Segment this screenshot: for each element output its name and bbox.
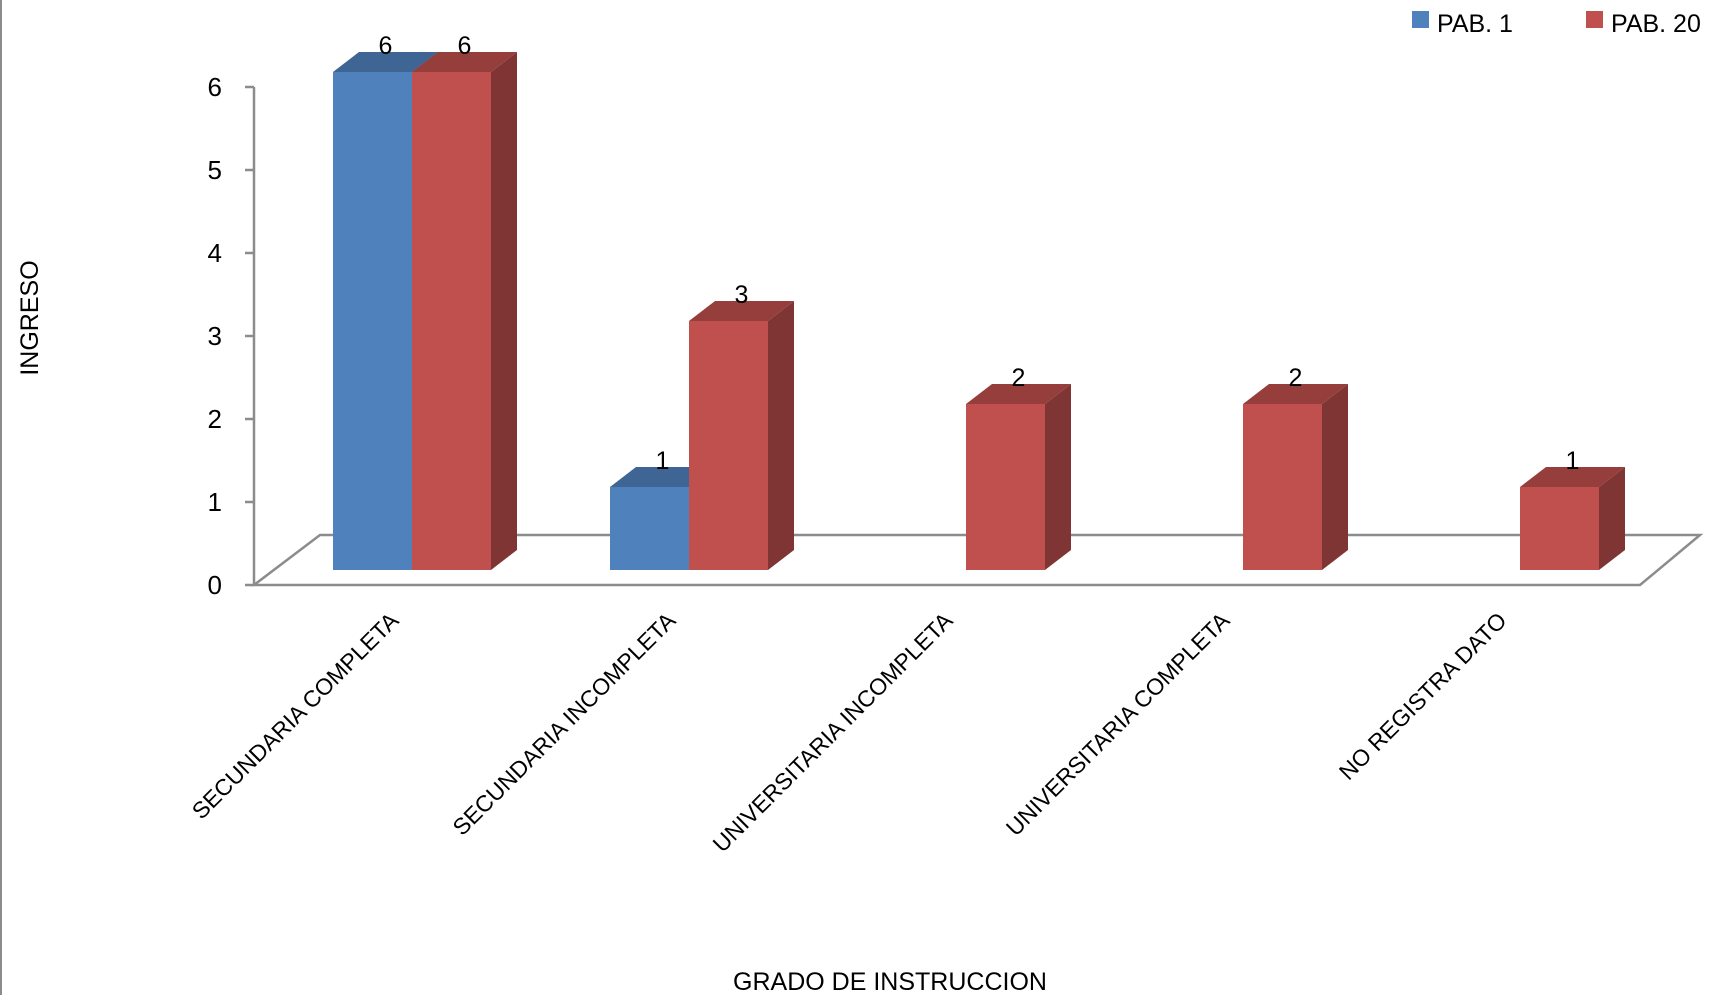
- bar: [1520, 467, 1625, 570]
- legend-swatch: [1412, 11, 1429, 28]
- x-category-label: NO REGISTRA DATO: [1334, 607, 1512, 785]
- legend-swatch: [1586, 11, 1603, 28]
- data-label: 1: [1566, 447, 1580, 475]
- data-label: 3: [735, 281, 749, 309]
- bar-front-face: [412, 72, 491, 570]
- y-axis-title: INGRESO: [16, 260, 44, 375]
- bar-side-face: [1599, 467, 1625, 570]
- x-category-label: SECUNDARIA INCOMPLETA: [447, 607, 681, 841]
- y-tick-label: 6: [208, 72, 222, 102]
- bar-top-face: [333, 52, 438, 72]
- bar: [412, 52, 517, 570]
- y-tick-label: 0: [208, 570, 222, 600]
- bar-front-face: [333, 72, 412, 570]
- bar-side-face: [491, 52, 517, 570]
- bar-top-face: [412, 52, 517, 72]
- data-label: 1: [656, 447, 670, 475]
- bar-front-face: [966, 404, 1045, 570]
- legend-label: PAB. 20: [1611, 10, 1701, 38]
- bar-top-face: [966, 384, 1071, 404]
- y-tick-label: 3: [208, 321, 222, 351]
- bar-top-face: [1520, 467, 1625, 487]
- data-label: 6: [379, 32, 393, 60]
- data-label: 2: [1289, 364, 1303, 392]
- y-tick-label: 5: [208, 155, 222, 185]
- bar-side-face: [1322, 384, 1348, 570]
- legend-label: PAB. 1: [1437, 10, 1513, 38]
- bar-front-face: [610, 487, 689, 570]
- bar-side-face: [768, 301, 794, 570]
- x-category-label: UNIVERSITARIA INCOMPLETA: [708, 607, 958, 857]
- bar-front-face: [1243, 404, 1322, 570]
- bar: [966, 384, 1071, 570]
- data-label: 2: [1012, 364, 1026, 392]
- bar-top-face: [610, 467, 715, 487]
- x-axis-title: GRADO DE INSTRUCCION: [733, 968, 1047, 995]
- y-tick-label: 1: [208, 487, 222, 517]
- bar-front-face: [1520, 487, 1599, 570]
- bar-top-face: [1243, 384, 1348, 404]
- x-category-label: SECUNDARIA COMPLETA: [187, 607, 404, 824]
- bar-front-face: [689, 321, 768, 570]
- y-tick-label: 4: [208, 238, 222, 268]
- y-tick-label: 2: [208, 404, 222, 434]
- bar-side-face: [1045, 384, 1071, 570]
- bar: [689, 301, 794, 570]
- bar: [1243, 384, 1348, 570]
- x-category-label: UNIVERSITARIA COMPLETA: [1001, 607, 1235, 841]
- bar-top-face: [689, 301, 794, 321]
- data-label: 6: [458, 32, 472, 60]
